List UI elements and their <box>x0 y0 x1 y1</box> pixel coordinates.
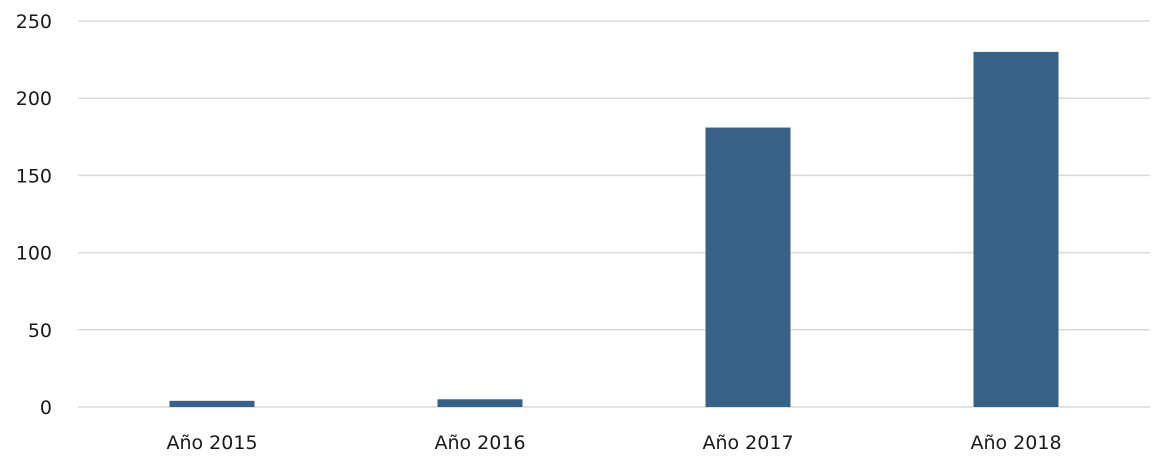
y-tick-label: 0 <box>40 397 52 419</box>
bar-año-2015 <box>169 400 255 407</box>
y-tick-label: 200 <box>16 88 52 110</box>
y-tick-label: 50 <box>28 320 52 342</box>
gridlines <box>78 20 1150 408</box>
y-tick-label: 250 <box>16 11 52 33</box>
x-category-label: Año 2018 <box>970 432 1061 454</box>
x-axis-category-labels: Año 2015 Año 2016 Año 2017 Año 2018 <box>166 432 1061 454</box>
y-axis-tick-labels: 0 50 100 150 200 250 <box>16 11 52 419</box>
x-category-label: Año 2016 <box>434 432 525 454</box>
y-tick-label: 100 <box>16 243 52 265</box>
y-tick-label: 150 <box>16 165 52 187</box>
bar-año-2017 <box>705 127 791 407</box>
x-category-label: Año 2017 <box>702 432 793 454</box>
bar-año-2018 <box>973 51 1059 407</box>
x-category-label: Año 2015 <box>166 432 257 454</box>
bars <box>169 51 1059 407</box>
bar-año-2016 <box>437 399 523 407</box>
